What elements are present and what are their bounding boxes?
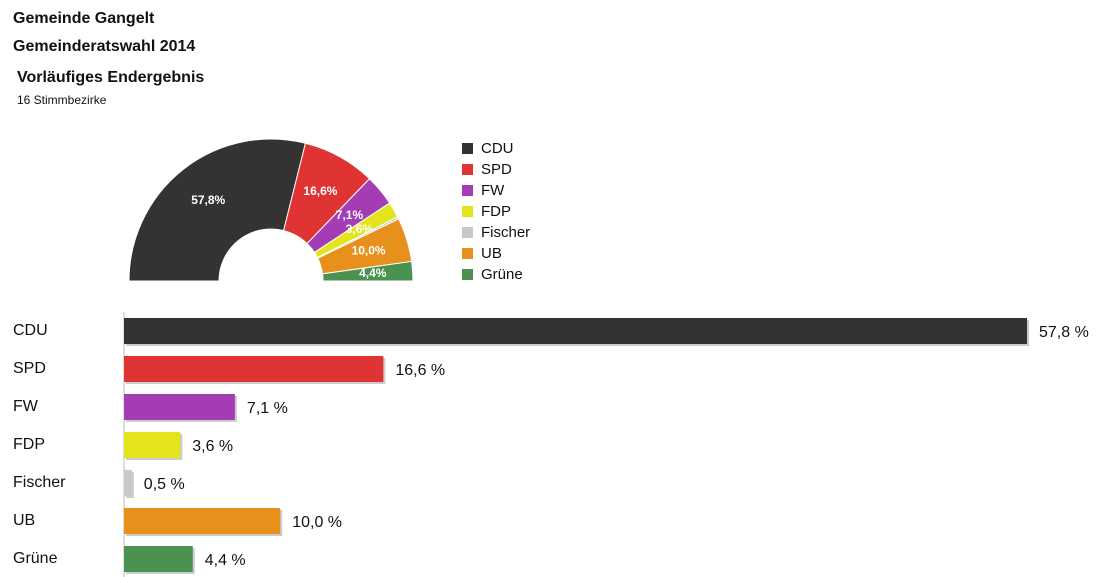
legend-label: FDP (481, 203, 511, 220)
bar (124, 356, 384, 382)
data-label: 57,8 % (1039, 324, 1089, 341)
chart-title: Vorläufiges Endergebnis (17, 69, 204, 86)
legend-swatch (462, 269, 473, 280)
data-label: 57,8% (191, 193, 225, 207)
category-label: CDU (13, 322, 48, 339)
category-label: SPD (13, 360, 46, 377)
legend-label: Grüne (481, 266, 523, 283)
data-label: 7,1% (336, 208, 364, 222)
legend-label: FW (481, 182, 505, 199)
bar (124, 318, 1027, 344)
data-label: 4,4% (359, 266, 387, 280)
category-label: Fischer (13, 474, 66, 491)
category-label: FW (13, 398, 39, 415)
donut-slice (128, 138, 307, 282)
bar (124, 432, 181, 458)
data-label: 4,4 % (205, 552, 246, 569)
data-label: 10,0 % (292, 514, 342, 531)
legend-swatch (462, 143, 473, 154)
legend-label: Fischer (481, 224, 530, 241)
data-label: 0,5 % (144, 476, 185, 493)
data-label: 3,6 % (192, 438, 233, 455)
legend-swatch (462, 206, 473, 217)
legend-label: CDU (481, 140, 514, 157)
legend-swatch (462, 248, 473, 259)
donut-slice (321, 260, 414, 282)
legend-label: SPD (481, 161, 512, 178)
data-label: 7,1 % (247, 400, 288, 417)
legend-label: UB (481, 245, 502, 262)
category-label: FDP (13, 436, 45, 453)
legend-swatch (462, 227, 473, 238)
data-label: 10,0% (352, 243, 386, 257)
legend-swatch (462, 185, 473, 196)
data-label: 16,6 % (395, 362, 445, 379)
bar (124, 546, 193, 572)
category-label: UB (13, 512, 35, 529)
page-title: Gemeinde Gangelt (13, 10, 155, 27)
data-label: 16,6% (303, 184, 337, 198)
bar (124, 508, 281, 534)
bar (124, 470, 132, 496)
bar (124, 394, 235, 420)
page-subtitle: Gemeinderatswahl 2014 (13, 38, 195, 55)
category-label: Grüne (13, 550, 58, 567)
legend-swatch (462, 164, 473, 175)
chart-subtitle: 16 Stimmbezirke (17, 93, 107, 107)
